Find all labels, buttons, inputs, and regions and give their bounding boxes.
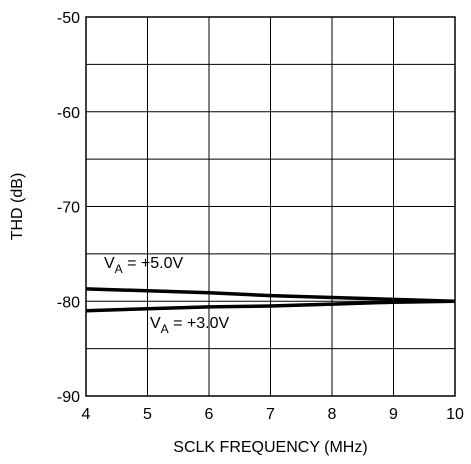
x-tick-label: 6 xyxy=(205,406,214,423)
x-tick-label: 7 xyxy=(266,406,275,423)
y-tick-label: -80 xyxy=(57,294,80,311)
x-tick-label: 8 xyxy=(328,406,337,423)
y-tick-label: -60 xyxy=(57,105,80,122)
annotation-prefix: V xyxy=(150,315,161,332)
tick-labels: -50 -60 -70 -80 -904 5 6 7 8 9 10 xyxy=(57,10,464,423)
annotation-prefix: V xyxy=(104,255,115,272)
y-tick-label: -50 xyxy=(57,10,80,27)
annotation-subscript: A xyxy=(115,262,123,276)
annotation-subscript: A xyxy=(161,322,169,336)
x-tick-label: 5 xyxy=(143,406,152,423)
x-tick-label: 10 xyxy=(446,406,464,423)
x-tick-label: 4 xyxy=(82,406,91,423)
x-axis-title: SCLK FREQUENCY (MHz) xyxy=(173,439,367,456)
grid xyxy=(85,16,456,397)
series-line-va-3v xyxy=(85,299,456,313)
plot-frame xyxy=(85,16,456,397)
annotation-suffix: = +3.0V xyxy=(169,315,230,332)
series-annotation-va-5v: VA = +5.0V xyxy=(104,255,184,276)
series-group xyxy=(85,287,456,313)
annotation-suffix: = +5.0V xyxy=(123,255,184,272)
y-tick-label: -70 xyxy=(57,200,80,217)
y-tick-label: -90 xyxy=(57,389,80,406)
x-tick-label: 9 xyxy=(389,406,398,423)
series-annotation-va-3v: VA = +3.0V xyxy=(150,315,230,336)
series-line-va-5v xyxy=(85,287,456,304)
y-axis-title: THD (dB) xyxy=(9,173,26,241)
